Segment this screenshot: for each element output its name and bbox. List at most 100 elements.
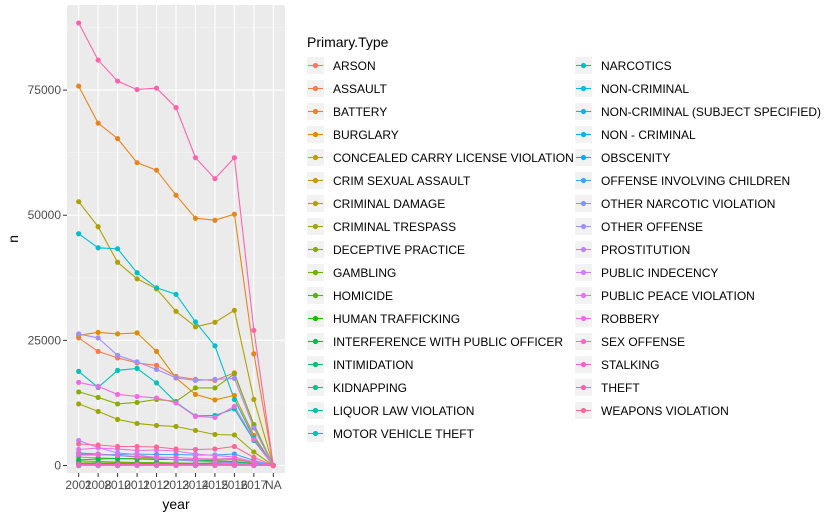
legend-label: KIDNAPPING [333,381,407,395]
legend-label: CRIM SEXUAL ASSAULT [333,174,471,188]
data-point [95,383,101,390]
legend-item: OBSCENITY [575,149,670,166]
legend-key-point [580,315,587,322]
legend-key-point [312,269,319,276]
legend-key-point [580,384,587,391]
legend-key-point [580,292,587,299]
data-point [76,461,82,468]
legend-key-point [580,338,587,345]
data-point [95,224,101,230]
data-point [134,453,140,460]
data-point [134,359,140,365]
data-point [95,451,101,458]
data-point [153,348,160,354]
y-tick-label: 50000 [28,208,62,222]
data-point [173,446,179,452]
legend-item: NON-CRIMINAL [575,80,689,97]
data-point [115,136,121,142]
data-point [231,155,237,161]
data-point [251,327,257,333]
legend-label: NON-CRIMINAL (SUBJECT SPECIFIED) [601,105,821,119]
data-point [95,335,101,341]
data-point [134,330,140,336]
data-point [115,452,121,459]
data-point [95,348,101,354]
legend-key-point [580,407,587,414]
data-point [76,83,82,89]
data-point [212,343,218,349]
legend-key-point [312,292,319,299]
legend-label: THEFT [601,381,640,395]
legend-key-point [580,131,587,138]
legend-label: BURGLARY [333,128,399,142]
legend-key-point [312,361,319,368]
legend-label: CONCEALED CARRY LICENSE VIOLATION [333,151,574,165]
x-tick-label: 2017 [241,478,268,492]
x-tick-label: 2008 [85,478,112,492]
data-point [115,461,121,468]
data-point [173,375,179,381]
legend-label: SEX OFFENSE [601,335,685,349]
legend-item: SEX OFFENSE [575,333,685,350]
data-point [192,215,199,221]
series-points [76,20,276,469]
x-tick-label: 2012 [143,478,170,492]
data-point [212,376,218,382]
legend-item: HUMAN TRAFFICKING [307,310,460,327]
data-point [270,462,276,469]
y-tick-label: 75000 [28,83,62,97]
data-point [134,447,140,454]
legend-label: ARSON [333,59,376,73]
data-point [192,385,199,391]
data-point [231,396,237,403]
legend-item: NON - CRIMINAL [575,126,696,143]
data-point [192,413,199,420]
data-point [115,391,121,398]
data-point [76,441,82,447]
data-point [134,461,140,468]
data-point [95,57,101,63]
data-point [134,270,140,276]
data-point [95,394,101,401]
legend-item: GAMBLING [307,264,396,281]
data-point [212,414,218,421]
data-point [192,155,199,161]
data-point [192,451,199,457]
data-point [231,307,237,313]
legend-key-point [580,177,587,184]
data-point [153,167,160,173]
legend-item: OFFENSE INVOLVING CHILDREN [575,172,790,189]
data-point [134,420,140,427]
data-point [251,449,257,455]
data-point [212,319,218,325]
data-point [95,456,101,462]
data-point [231,211,237,217]
data-point [95,245,101,251]
data-point [95,461,101,468]
legend-label: BATTERY [333,105,387,119]
legend-item: NARCOTICS [575,57,672,74]
data-point [153,444,160,450]
legend-item: BATTERY [307,103,387,120]
data-point [192,324,199,330]
legend-label: OBSCENITY [601,151,670,165]
data-point [76,231,82,237]
legend-key-point [580,154,587,161]
data-point [231,375,237,381]
legend-item: WEAPONS VIOLATION [575,402,729,419]
legend-label: HOMICIDE [333,289,393,303]
data-point [251,425,257,431]
legend-key-point [580,223,587,230]
data-point [115,443,121,450]
data-point [192,377,199,384]
data-point [153,285,160,291]
data-point [76,389,82,395]
x-axis-title: year [162,496,190,512]
data-point [251,351,257,357]
data-point [192,462,199,468]
data-point [76,401,82,407]
data-point [231,403,237,410]
data-point [173,308,179,314]
legend-item: INTERFERENCE WITH PUBLIC OFFICER [307,333,563,350]
